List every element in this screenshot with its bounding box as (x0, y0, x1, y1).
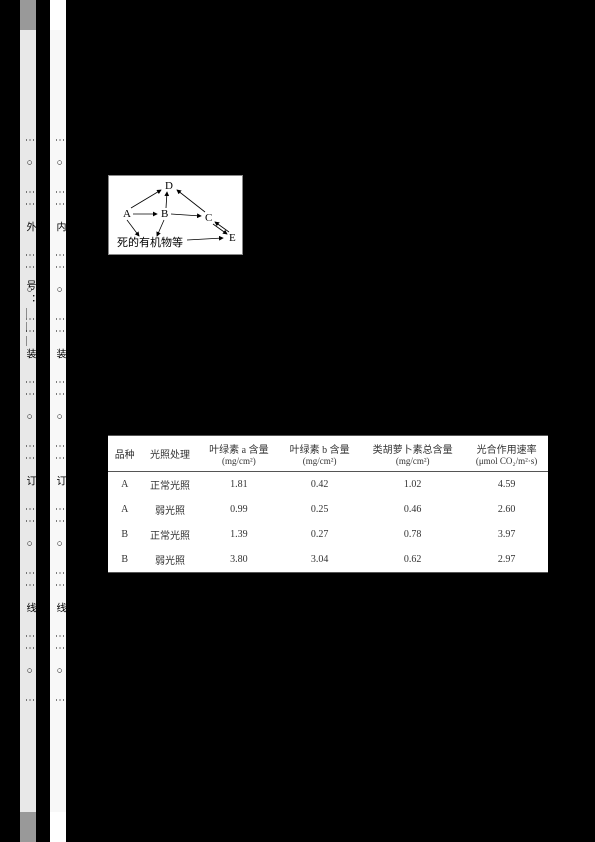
node-a: A (123, 208, 131, 220)
col-species: 品种 (108, 436, 141, 472)
table-row: B 正常光照 1.39 0.27 0.78 3.97 (108, 522, 548, 547)
strip-cap (20, 0, 36, 30)
strip-inner-text: ⋮ ○ ⋮⋮ 内 ⋮⋮ ○ ⋮⋮ 装 ⋮⋮ ○ ⋮⋮ 订 ⋮⋮ ○ ⋮⋮ 线 ⋮… (52, 40, 67, 802)
table-row: A 弱光照 0.99 0.25 0.46 2.60 (108, 497, 548, 522)
strip-cap (50, 812, 66, 842)
node-d: D (165, 180, 173, 192)
table-row: B 弱光照 3.80 3.04 0.62 2.97 (108, 547, 548, 573)
col-light: 光照处理 (141, 436, 198, 472)
pigment-table: 品种 光照处理 叶绿素 a 含量(mg/cm²) 叶绿素 b 含量(mg/cm²… (108, 435, 548, 573)
node-c: C (205, 212, 212, 224)
binding-strip-outer: ⋮ ○ ⋮⋮ 外 ⋮⋮ ○ ⋮⋮ 装 ⋮⋮ ○ ⋮⋮ 订 ⋮⋮ ○ ⋮⋮ 线 ⋮… (18, 0, 38, 842)
strip-cap (50, 0, 66, 30)
col-rate: 光合作用速率(μmol CO₂/m²·s) (465, 436, 548, 472)
col-chla: 叶绿素 a 含量(mg/cm²) (199, 436, 279, 472)
col-carot: 类胡萝卜素总含量(mg/cm²) (360, 436, 465, 472)
table-row: A 正常光照 1.81 0.42 1.02 4.59 (108, 472, 548, 498)
foodweb-diagram: A B C D E 死的有机物等 (108, 175, 243, 255)
page-content: A B C D E 死的有机物等 品种 光照处理 叶绿素 a 含量(mg/cm²… (78, 0, 578, 842)
foodweb-bottom-label: 死的有机物等 (117, 234, 183, 250)
table-header-row: 品种 光照处理 叶绿素 a 含量(mg/cm²) 叶绿素 b 含量(mg/cm²… (108, 436, 548, 472)
node-b: B (161, 208, 168, 220)
col-chlb: 叶绿素 b 含量(mg/cm²) (279, 436, 360, 472)
node-e: E (229, 232, 236, 244)
table-body: A 正常光照 1.81 0.42 1.02 4.59 A 弱光照 0.99 0.… (108, 472, 548, 573)
strip-cap (20, 812, 36, 842)
binding-strip-inner: ⋮ ○ ⋮⋮ 内 ⋮⋮ ○ ⋮⋮ 装 ⋮⋮ ○ ⋮⋮ 订 ⋮⋮ ○ ⋮⋮ 线 ⋮… (48, 0, 68, 842)
